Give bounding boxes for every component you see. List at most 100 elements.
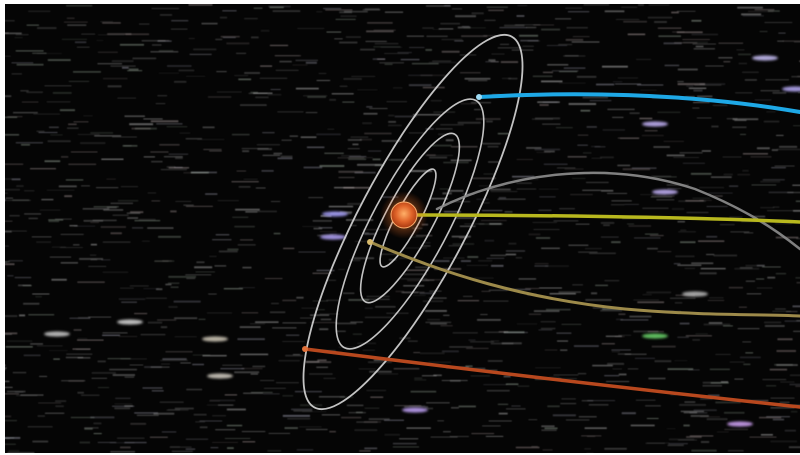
star-streak bbox=[548, 376, 560, 378]
star-streak bbox=[116, 437, 145, 439]
star-streak bbox=[261, 170, 274, 172]
star-streak bbox=[441, 50, 460, 53]
star-streak bbox=[784, 429, 796, 432]
star-streak bbox=[604, 279, 620, 282]
star-streak bbox=[589, 100, 612, 102]
star-streak bbox=[362, 229, 391, 231]
star-streak bbox=[77, 357, 91, 359]
star-streak bbox=[485, 435, 504, 437]
bright-star bbox=[642, 121, 668, 127]
star-streak bbox=[565, 38, 584, 41]
star-streak bbox=[688, 87, 707, 89]
star-streak bbox=[576, 75, 597, 78]
star-streak bbox=[364, 407, 380, 409]
star-streak bbox=[571, 41, 600, 43]
star-streak bbox=[402, 247, 427, 249]
star-streak bbox=[483, 173, 495, 175]
star-streak bbox=[573, 345, 599, 347]
star-streak bbox=[712, 104, 728, 106]
star-streak bbox=[192, 363, 204, 366]
star-streak bbox=[188, 4, 213, 6]
star-streak bbox=[363, 112, 378, 115]
star-streak bbox=[362, 122, 372, 125]
star-streak bbox=[481, 202, 490, 204]
star-streak bbox=[677, 264, 702, 266]
star-streak bbox=[102, 332, 128, 334]
star-streak bbox=[312, 220, 332, 222]
star-streak bbox=[300, 317, 313, 319]
star-streak bbox=[435, 128, 453, 130]
star-streak bbox=[109, 442, 135, 444]
star-streak bbox=[244, 72, 260, 74]
star-streak bbox=[536, 151, 551, 153]
star-streak bbox=[31, 236, 52, 238]
star-streak bbox=[572, 284, 583, 286]
star-streak bbox=[447, 190, 464, 192]
star-streak bbox=[683, 424, 690, 427]
star-streak bbox=[745, 352, 754, 354]
star-streak bbox=[93, 422, 102, 425]
star-streak bbox=[168, 167, 190, 169]
star-streak bbox=[584, 427, 607, 429]
star-streak bbox=[373, 46, 401, 48]
star-streak bbox=[541, 80, 563, 83]
star-streak bbox=[112, 405, 135, 407]
star-streak bbox=[287, 418, 311, 420]
star-streak bbox=[259, 77, 288, 79]
star-streak bbox=[147, 192, 157, 194]
star-streak bbox=[15, 142, 44, 144]
star-streak bbox=[273, 232, 281, 235]
gray-trail bbox=[435, 171, 800, 251]
star-streak bbox=[515, 446, 540, 449]
star-streak bbox=[571, 178, 586, 179]
star-streak bbox=[607, 108, 635, 111]
star-streak bbox=[345, 36, 361, 38]
star-streak bbox=[556, 332, 572, 334]
star-streak bbox=[393, 87, 403, 89]
star-streak bbox=[384, 11, 404, 13]
star-streak bbox=[117, 199, 139, 202]
star-streak bbox=[81, 33, 96, 35]
star-streak bbox=[407, 279, 430, 282]
star-streak bbox=[319, 313, 340, 315]
star-streak bbox=[342, 101, 355, 103]
star-streak bbox=[147, 227, 174, 229]
star-streak bbox=[318, 73, 327, 74]
star-streak bbox=[612, 81, 623, 83]
star-streak bbox=[16, 185, 24, 187]
star-streak bbox=[486, 6, 508, 8]
star-streak bbox=[587, 436, 596, 437]
star-streak bbox=[541, 429, 557, 431]
star-streak bbox=[260, 29, 270, 32]
star-streak bbox=[368, 418, 390, 420]
star-streak bbox=[651, 195, 675, 197]
star-streak bbox=[488, 420, 512, 422]
star-streak bbox=[648, 377, 666, 380]
star-streak bbox=[586, 126, 597, 128]
star-streak bbox=[139, 23, 150, 25]
star-streak bbox=[506, 408, 526, 410]
star-streak bbox=[437, 420, 444, 422]
star-streak bbox=[5, 263, 15, 266]
star-streak bbox=[457, 121, 481, 124]
star-streak bbox=[220, 35, 240, 38]
star-streak bbox=[795, 385, 800, 387]
star-streak bbox=[637, 84, 664, 86]
star-streak bbox=[348, 299, 369, 301]
star-streak bbox=[212, 239, 232, 241]
star-streak bbox=[90, 243, 97, 246]
star-streak bbox=[46, 189, 75, 191]
star-streak bbox=[486, 389, 510, 392]
star-streak bbox=[267, 93, 282, 96]
star-streak bbox=[538, 209, 552, 211]
star-streak bbox=[237, 244, 256, 246]
star-streak bbox=[560, 349, 568, 351]
star-streak bbox=[5, 415, 12, 418]
star-streak bbox=[89, 254, 97, 256]
star-streak bbox=[15, 34, 29, 36]
star-streak bbox=[559, 208, 575, 210]
star-streak bbox=[701, 150, 711, 152]
star-streak bbox=[592, 364, 613, 367]
star-streak bbox=[633, 299, 659, 301]
star-streak bbox=[367, 150, 382, 152]
